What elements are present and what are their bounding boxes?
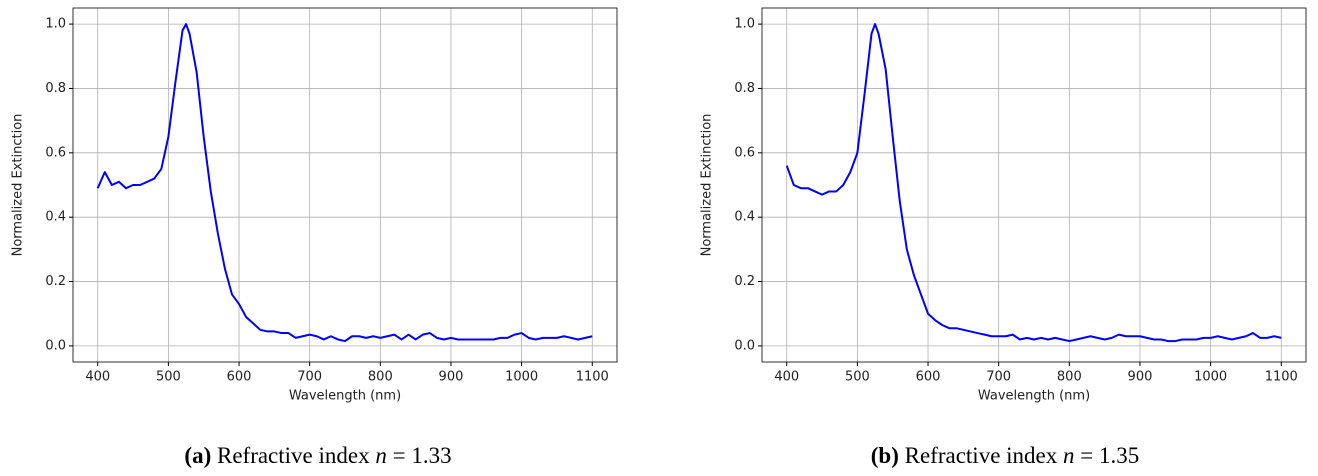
plot-frame — [72, 7, 618, 363]
x-tick-label: 1100 — [576, 370, 609, 385]
x-tick-label: 1000 — [1194, 370, 1227, 385]
y-tick-label: 0.0 — [734, 338, 755, 353]
x-tick-label: 500 — [156, 370, 181, 385]
y-tick-label: 0.8 — [45, 81, 66, 96]
caption-text: Refractive index — [905, 443, 1058, 468]
x-tick-label: 800 — [368, 370, 393, 385]
y-tick-label: 0.8 — [734, 81, 755, 96]
x-tick-label: 600 — [916, 370, 941, 385]
caption-label: (b) — [871, 443, 899, 468]
x-tick-label: 900 — [439, 370, 464, 385]
x-axis-label: Wavelength (nm) — [978, 389, 1090, 404]
y-tick-label: 1.0 — [734, 17, 755, 32]
x-tick-label: 1000 — [505, 370, 538, 385]
y-tick-label: 0.6 — [734, 145, 755, 160]
y-tick-label: 0.2 — [734, 274, 755, 289]
data-line — [785, 23, 1282, 343]
y-axis-label: Normalized Extinction — [11, 114, 26, 257]
caption-var: n — [375, 443, 387, 468]
caption: (a) Refractive index n = 1.33 — [184, 443, 451, 468]
data-line — [96, 23, 593, 343]
x-tick-label: 500 — [845, 370, 870, 385]
caption-value: = 1.35 — [1080, 443, 1139, 468]
caption-value: = 1.33 — [393, 443, 452, 468]
y-tick-label: 0.0 — [45, 338, 66, 353]
y-tick-label: 0.4 — [734, 210, 755, 225]
x-tick-label: 400 — [85, 370, 110, 385]
x-axis-label: Wavelength (nm) — [289, 389, 401, 404]
x-tick-label: 900 — [1128, 370, 1153, 385]
y-axis-label: Normalized Extinction — [700, 114, 715, 257]
caption-text: Refractive index — [217, 443, 370, 468]
plot-frame — [761, 7, 1307, 363]
y-tick-label: 0.4 — [45, 210, 66, 225]
caption: (b) Refractive index n = 1.35 — [871, 443, 1139, 468]
y-tick-label: 0.6 — [45, 145, 66, 160]
x-tick-label: 600 — [227, 370, 252, 385]
x-tick-label: 700 — [986, 370, 1011, 385]
caption-var: n — [1063, 443, 1075, 468]
caption-label: (a) — [184, 443, 211, 468]
y-tick-label: 0.2 — [45, 274, 66, 289]
y-tick-label: 1.0 — [45, 17, 66, 32]
x-tick-label: 400 — [774, 370, 799, 385]
x-tick-label: 800 — [1057, 370, 1082, 385]
x-tick-label: 700 — [297, 370, 322, 385]
x-tick-label: 1100 — [1265, 370, 1298, 385]
